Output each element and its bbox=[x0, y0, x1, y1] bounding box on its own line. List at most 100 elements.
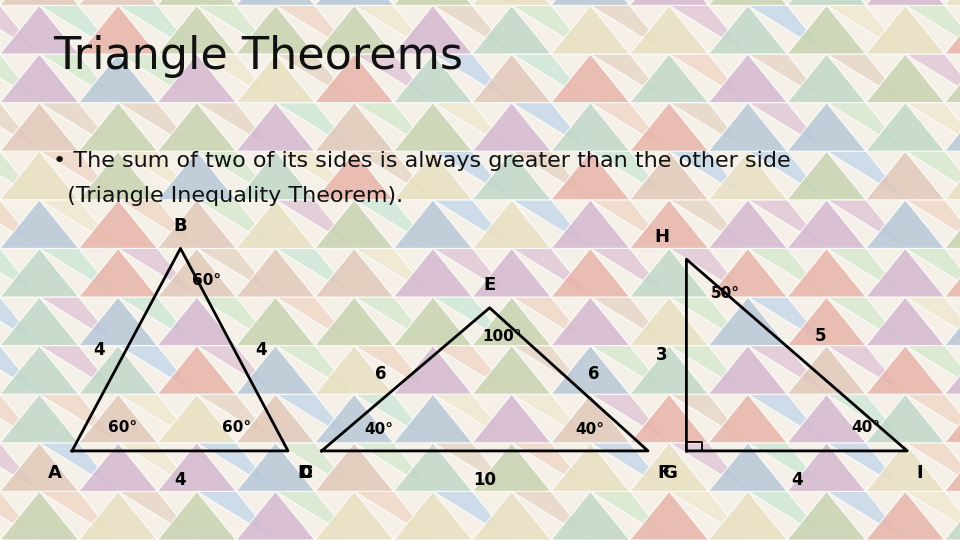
Text: 50°: 50° bbox=[710, 286, 739, 301]
Polygon shape bbox=[512, 54, 590, 103]
Polygon shape bbox=[315, 200, 394, 248]
Polygon shape bbox=[79, 103, 157, 151]
Polygon shape bbox=[157, 443, 236, 491]
Polygon shape bbox=[787, 151, 866, 200]
Polygon shape bbox=[827, 0, 905, 5]
Polygon shape bbox=[708, 346, 787, 394]
Text: 100°: 100° bbox=[482, 329, 521, 345]
Polygon shape bbox=[0, 297, 79, 346]
Polygon shape bbox=[590, 0, 669, 5]
Polygon shape bbox=[630, 54, 708, 103]
Polygon shape bbox=[472, 491, 551, 540]
Polygon shape bbox=[0, 0, 79, 5]
Polygon shape bbox=[827, 103, 905, 151]
Polygon shape bbox=[787, 54, 866, 103]
Polygon shape bbox=[787, 491, 866, 540]
Polygon shape bbox=[433, 491, 512, 540]
Polygon shape bbox=[905, 103, 960, 151]
Text: I: I bbox=[917, 464, 924, 482]
Polygon shape bbox=[118, 297, 197, 346]
Polygon shape bbox=[630, 103, 708, 151]
Polygon shape bbox=[905, 491, 960, 540]
Polygon shape bbox=[472, 443, 551, 491]
Polygon shape bbox=[394, 151, 472, 200]
Polygon shape bbox=[79, 297, 157, 346]
Polygon shape bbox=[630, 200, 708, 248]
Polygon shape bbox=[512, 248, 590, 297]
Polygon shape bbox=[630, 0, 708, 5]
Polygon shape bbox=[276, 248, 354, 297]
Polygon shape bbox=[787, 443, 866, 491]
Polygon shape bbox=[748, 248, 827, 297]
Polygon shape bbox=[39, 346, 118, 394]
Text: E: E bbox=[484, 276, 495, 294]
Text: 40°: 40° bbox=[852, 420, 880, 435]
Polygon shape bbox=[0, 297, 39, 346]
Polygon shape bbox=[236, 394, 315, 443]
Polygon shape bbox=[866, 54, 945, 103]
Polygon shape bbox=[315, 5, 394, 54]
Polygon shape bbox=[39, 54, 118, 103]
Polygon shape bbox=[590, 151, 669, 200]
Polygon shape bbox=[866, 0, 945, 5]
Polygon shape bbox=[945, 297, 960, 346]
Polygon shape bbox=[236, 297, 315, 346]
Polygon shape bbox=[630, 5, 708, 54]
Polygon shape bbox=[0, 0, 39, 5]
Polygon shape bbox=[630, 491, 708, 540]
Polygon shape bbox=[236, 5, 315, 54]
Polygon shape bbox=[866, 346, 945, 394]
Polygon shape bbox=[394, 0, 472, 5]
Polygon shape bbox=[905, 443, 960, 491]
Polygon shape bbox=[394, 248, 472, 297]
Polygon shape bbox=[472, 297, 551, 346]
Polygon shape bbox=[276, 5, 354, 54]
Polygon shape bbox=[787, 5, 866, 54]
Polygon shape bbox=[276, 0, 354, 5]
Text: 4: 4 bbox=[791, 471, 803, 489]
Polygon shape bbox=[590, 5, 669, 54]
Polygon shape bbox=[354, 248, 433, 297]
Polygon shape bbox=[827, 297, 905, 346]
Polygon shape bbox=[79, 491, 157, 540]
Polygon shape bbox=[118, 0, 197, 5]
Polygon shape bbox=[315, 346, 394, 394]
Polygon shape bbox=[315, 248, 394, 297]
Polygon shape bbox=[0, 151, 79, 200]
Polygon shape bbox=[118, 248, 197, 297]
Polygon shape bbox=[197, 151, 276, 200]
Polygon shape bbox=[551, 0, 630, 5]
Polygon shape bbox=[394, 394, 472, 443]
Polygon shape bbox=[472, 151, 551, 200]
Polygon shape bbox=[79, 248, 157, 297]
Polygon shape bbox=[748, 151, 827, 200]
Polygon shape bbox=[354, 200, 433, 248]
Polygon shape bbox=[866, 443, 945, 491]
Polygon shape bbox=[0, 5, 39, 54]
Text: F: F bbox=[658, 464, 670, 482]
Polygon shape bbox=[708, 54, 787, 103]
Polygon shape bbox=[39, 248, 118, 297]
Polygon shape bbox=[433, 443, 512, 491]
Polygon shape bbox=[315, 394, 394, 443]
Polygon shape bbox=[236, 346, 315, 394]
Polygon shape bbox=[354, 297, 433, 346]
Polygon shape bbox=[787, 346, 866, 394]
Polygon shape bbox=[197, 54, 276, 103]
Polygon shape bbox=[0, 5, 79, 54]
Polygon shape bbox=[39, 0, 118, 5]
Polygon shape bbox=[708, 103, 787, 151]
Polygon shape bbox=[315, 103, 394, 151]
Polygon shape bbox=[39, 297, 118, 346]
Text: • The sum of two of its sides is always greater than the other side: • The sum of two of its sides is always … bbox=[53, 151, 790, 171]
Polygon shape bbox=[748, 297, 827, 346]
Polygon shape bbox=[590, 248, 669, 297]
Polygon shape bbox=[118, 200, 197, 248]
Polygon shape bbox=[905, 0, 960, 5]
Polygon shape bbox=[0, 54, 79, 103]
Polygon shape bbox=[79, 0, 157, 5]
Polygon shape bbox=[197, 248, 276, 297]
Polygon shape bbox=[315, 0, 394, 5]
Polygon shape bbox=[945, 103, 960, 151]
Polygon shape bbox=[236, 54, 315, 103]
